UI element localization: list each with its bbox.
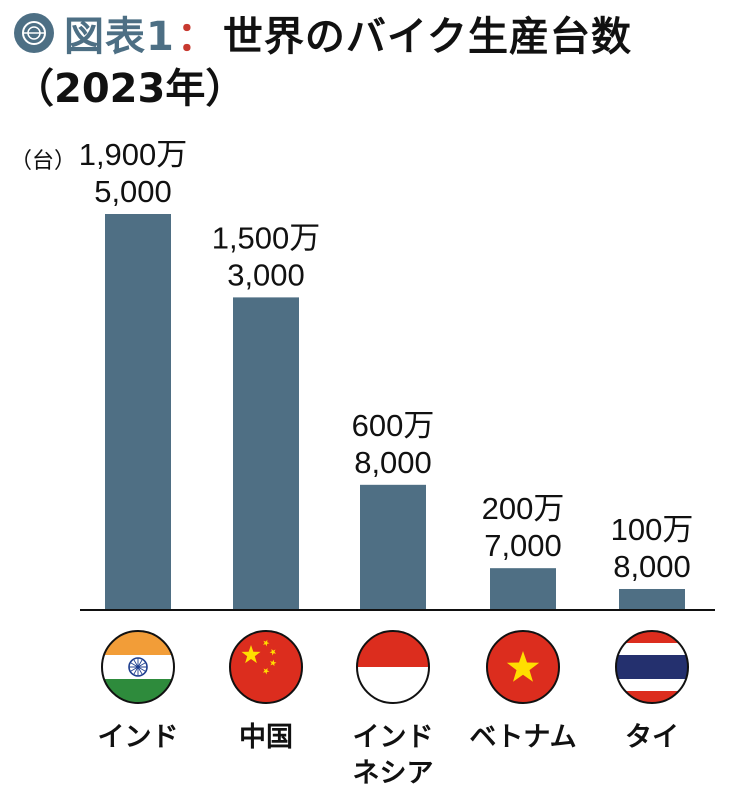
bar-value-label: 1,900万 [79, 137, 188, 172]
china-flag-icon [229, 630, 303, 704]
figure-colon: ： [176, 14, 217, 60]
bar [105, 214, 171, 610]
category-label: インド [353, 722, 434, 753]
bar-value-label: 8,000 [354, 445, 432, 480]
chart-subtitle: （2023年） [14, 66, 246, 112]
bar [490, 568, 556, 610]
category-label: ベトナム [469, 722, 576, 753]
bar-value-label: 200万 [482, 491, 565, 526]
category-label: タイ [625, 722, 679, 753]
bar [233, 297, 299, 610]
y-axis-unit-label: （台） [10, 149, 76, 174]
category-label: インド [98, 722, 179, 753]
chart-title: 世界のバイク生産台数 [222, 14, 633, 60]
bar-value-label: 3,000 [227, 257, 305, 292]
bar-value-label: 1,500万 [212, 220, 321, 255]
category-label: ネシア [353, 758, 434, 789]
indonesia-flag-icon [356, 630, 430, 704]
flags-group [101, 630, 689, 704]
figure-label: 図表1 [64, 14, 175, 60]
bar-value-label: 8,000 [613, 549, 691, 584]
bar-value-label: 600万 [352, 408, 435, 443]
vietnam-flag-icon [486, 630, 560, 704]
bar-value-label: 5,000 [94, 174, 172, 209]
category-label: 中国 [239, 722, 293, 753]
title-line: 図表1 ： 世界のバイク生産台数 [14, 4, 734, 62]
bars-group: 1,900万5,0001,500万3,000600万8,000200万7,000… [79, 137, 694, 610]
title-block: 図表1 ： 世界のバイク生産台数 （2023年） [14, 4, 734, 116]
thailand-flag-icon [615, 630, 689, 704]
india-flag-icon [101, 630, 175, 704]
bar [360, 484, 426, 610]
bar-value-label: 7,000 [484, 528, 562, 563]
bar-value-label: 100万 [611, 512, 694, 547]
motorcycle-badge-icon [14, 13, 54, 53]
bar [619, 588, 685, 610]
